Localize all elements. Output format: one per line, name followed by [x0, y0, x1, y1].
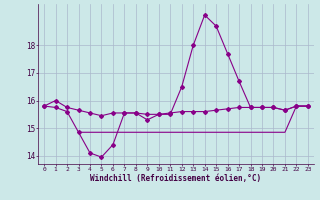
- X-axis label: Windchill (Refroidissement éolien,°C): Windchill (Refroidissement éolien,°C): [91, 174, 261, 183]
